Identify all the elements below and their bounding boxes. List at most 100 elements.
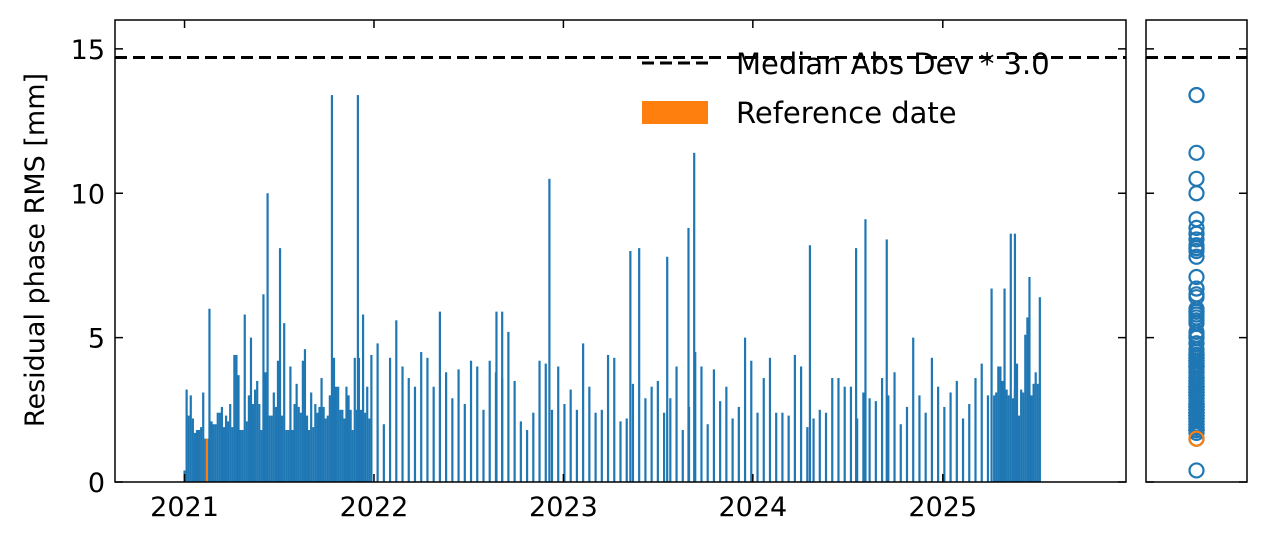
- bar: [997, 366, 1000, 482]
- bar: [855, 248, 858, 482]
- bar: [930, 357, 933, 482]
- bar: [961, 418, 965, 482]
- bar: [955, 380, 958, 482]
- bar: [986, 395, 990, 482]
- x-tick-label: 2021: [150, 492, 219, 523]
- bar: [293, 404, 296, 482]
- bar: [532, 412, 535, 482]
- bar: [432, 386, 435, 482]
- bar: [305, 415, 309, 482]
- bar: [993, 395, 996, 482]
- bar: [644, 398, 647, 482]
- bar: [239, 430, 242, 482]
- bar: [247, 395, 251, 482]
- legend: Median Abs Dev * 3.0 Reference date: [642, 47, 1050, 130]
- bar: [905, 406, 909, 482]
- bar: [328, 395, 331, 482]
- scatter-point: [1188, 170, 1205, 187]
- bar: [310, 392, 313, 482]
- bar: [712, 369, 716, 482]
- bar: [650, 386, 653, 482]
- bar: [501, 311, 504, 482]
- bar: [330, 95, 334, 482]
- scatter-point: [1188, 280, 1205, 297]
- bar: [800, 366, 803, 482]
- y-tick-label: 10: [71, 179, 105, 210]
- bar: [550, 409, 554, 482]
- bar: [334, 386, 338, 482]
- bar: [868, 398, 871, 482]
- bar: [227, 421, 230, 482]
- scatter-point: [1188, 309, 1205, 326]
- bar: [229, 404, 232, 482]
- bar: [1005, 389, 1008, 482]
- bar: [356, 95, 359, 482]
- bar: [849, 386, 853, 482]
- bar: [843, 386, 846, 482]
- bar: [675, 366, 678, 482]
- bar: [401, 366, 404, 482]
- bar: [195, 430, 199, 482]
- bar: [990, 288, 993, 482]
- bar: [270, 415, 273, 482]
- scatter-point: [1188, 375, 1205, 392]
- bar: [189, 395, 192, 482]
- bar: [202, 392, 205, 482]
- bar: [395, 320, 398, 482]
- bar: [185, 389, 188, 482]
- bar: [326, 415, 329, 482]
- bar: [1028, 276, 1031, 482]
- bar: [1026, 317, 1029, 482]
- bar: [200, 427, 203, 482]
- bar: [297, 406, 300, 482]
- bar: [258, 404, 261, 482]
- bar: [376, 343, 379, 482]
- legend-reference-label: Reference date: [736, 96, 957, 130]
- bar: [322, 406, 325, 482]
- bar: [864, 219, 867, 483]
- bar: [260, 430, 263, 482]
- bar: [918, 395, 921, 482]
- bar: [388, 357, 392, 482]
- bar: [743, 337, 747, 482]
- scatter-point: [1188, 185, 1205, 202]
- bar: [662, 412, 666, 482]
- bar: [687, 227, 690, 482]
- bar: [187, 415, 190, 482]
- x-tick-label: 2022: [340, 492, 409, 523]
- bar: [476, 366, 479, 482]
- bar: [214, 424, 217, 482]
- bar: [349, 409, 352, 482]
- bar: [283, 323, 286, 482]
- bar: [339, 409, 342, 482]
- bar: [793, 354, 796, 482]
- bar: [488, 360, 491, 482]
- bar: [318, 406, 321, 482]
- bar: [351, 430, 354, 482]
- bar: [482, 409, 485, 482]
- main-axes-frame: [114, 19, 1127, 483]
- bar: [274, 406, 277, 482]
- main-plot-area: 0 5 10 15 2021 2022 2023 2024 2025: [71, 19, 1127, 523]
- bar: [548, 178, 551, 482]
- bar: [347, 395, 350, 482]
- bar: [600, 409, 603, 482]
- bar: [368, 418, 371, 482]
- bar: [254, 389, 257, 482]
- scatter-point: [1188, 219, 1205, 236]
- bar: [824, 412, 828, 482]
- bar: [256, 380, 259, 482]
- bar: [222, 427, 226, 482]
- bar: [1015, 363, 1019, 482]
- bar: [1038, 297, 1041, 482]
- scatter-point: [1188, 303, 1205, 320]
- bar: [208, 308, 211, 482]
- bar: [638, 248, 641, 482]
- scatter-point: [1188, 355, 1205, 372]
- bar: [775, 412, 778, 482]
- bar: [337, 386, 340, 482]
- bar: [837, 378, 840, 482]
- bar: [874, 401, 877, 482]
- bar: [451, 398, 454, 482]
